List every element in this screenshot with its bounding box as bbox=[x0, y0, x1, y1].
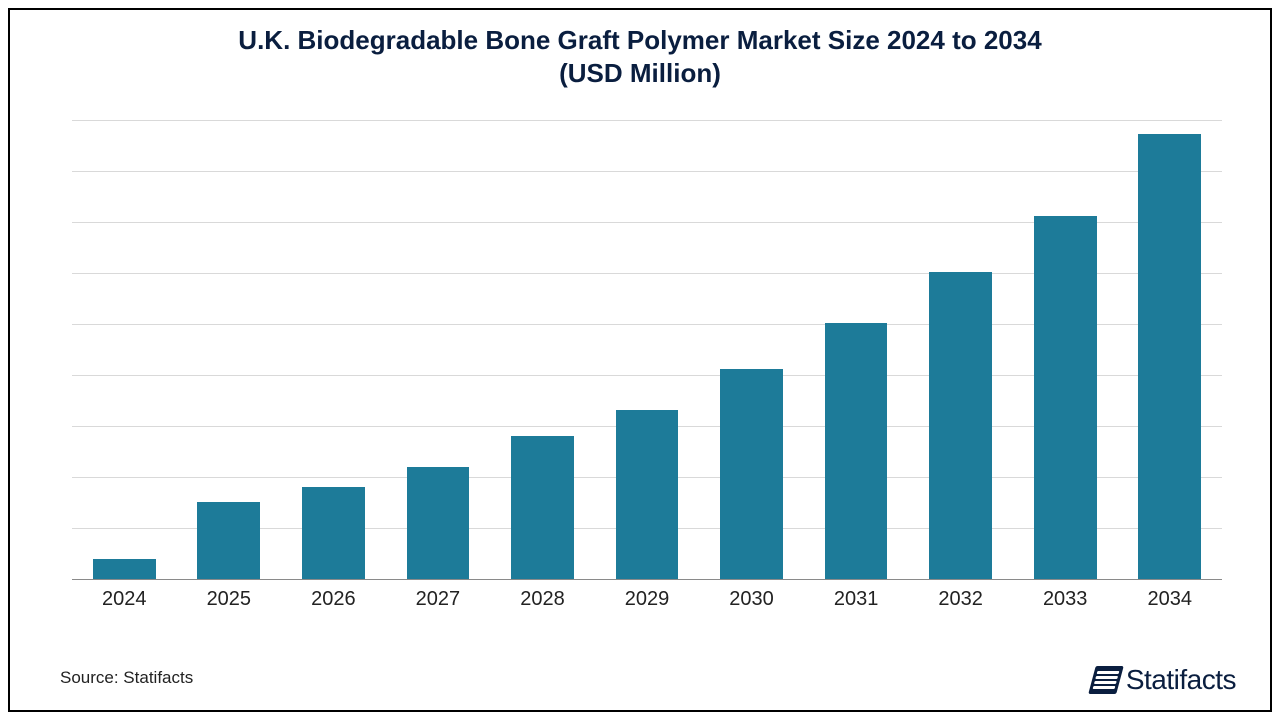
bar bbox=[825, 323, 888, 579]
x-tick-label: 2031 bbox=[804, 588, 909, 611]
x-tick-label: 2032 bbox=[908, 588, 1013, 611]
chart-frame: U.K. Biodegradable Bone Graft Polymer Ma… bbox=[8, 8, 1272, 712]
bar-slot bbox=[699, 119, 804, 579]
bar-slot bbox=[490, 119, 595, 579]
x-axis-labels: 2024202520262027202820292030203120322033… bbox=[72, 588, 1222, 611]
bar bbox=[616, 410, 679, 579]
bar bbox=[720, 369, 783, 579]
bar bbox=[197, 502, 260, 579]
chart-title: U.K. Biodegradable Bone Graft Polymer Ma… bbox=[10, 24, 1270, 89]
bar bbox=[302, 487, 365, 579]
brand-name: Statifacts bbox=[1126, 664, 1236, 696]
bar-slot bbox=[386, 119, 491, 579]
bar-series bbox=[72, 119, 1222, 579]
x-tick-label: 2033 bbox=[1013, 588, 1118, 611]
x-tick-label: 2028 bbox=[490, 588, 595, 611]
bar-slot bbox=[1117, 119, 1222, 579]
x-tick-label: 2027 bbox=[386, 588, 491, 611]
x-axis-line bbox=[72, 579, 1222, 580]
bar-slot bbox=[72, 119, 177, 579]
bar-slot bbox=[804, 119, 909, 579]
bar-slot bbox=[1013, 119, 1118, 579]
source-attribution: Source: Statifacts bbox=[60, 668, 193, 688]
bar-slot bbox=[177, 119, 282, 579]
chart-title-line2: (USD Million) bbox=[10, 57, 1270, 90]
x-tick-label: 2029 bbox=[595, 588, 700, 611]
brand-icon bbox=[1088, 666, 1124, 694]
x-tick-label: 2030 bbox=[699, 588, 804, 611]
x-tick-label: 2026 bbox=[281, 588, 386, 611]
bar bbox=[93, 559, 156, 579]
bar-slot bbox=[595, 119, 700, 579]
bar-slot bbox=[281, 119, 386, 579]
bar bbox=[929, 272, 992, 579]
bar bbox=[511, 436, 574, 579]
brand-logo: Statifacts bbox=[1092, 664, 1236, 696]
x-tick-label: 2024 bbox=[72, 588, 177, 611]
bar bbox=[1034, 216, 1097, 579]
bar-slot bbox=[908, 119, 1013, 579]
chart-title-line1: U.K. Biodegradable Bone Graft Polymer Ma… bbox=[10, 24, 1270, 57]
bar bbox=[407, 467, 470, 579]
bar bbox=[1138, 134, 1201, 579]
x-tick-label: 2034 bbox=[1117, 588, 1222, 611]
x-tick-label: 2025 bbox=[177, 588, 282, 611]
plot-area bbox=[72, 120, 1222, 580]
